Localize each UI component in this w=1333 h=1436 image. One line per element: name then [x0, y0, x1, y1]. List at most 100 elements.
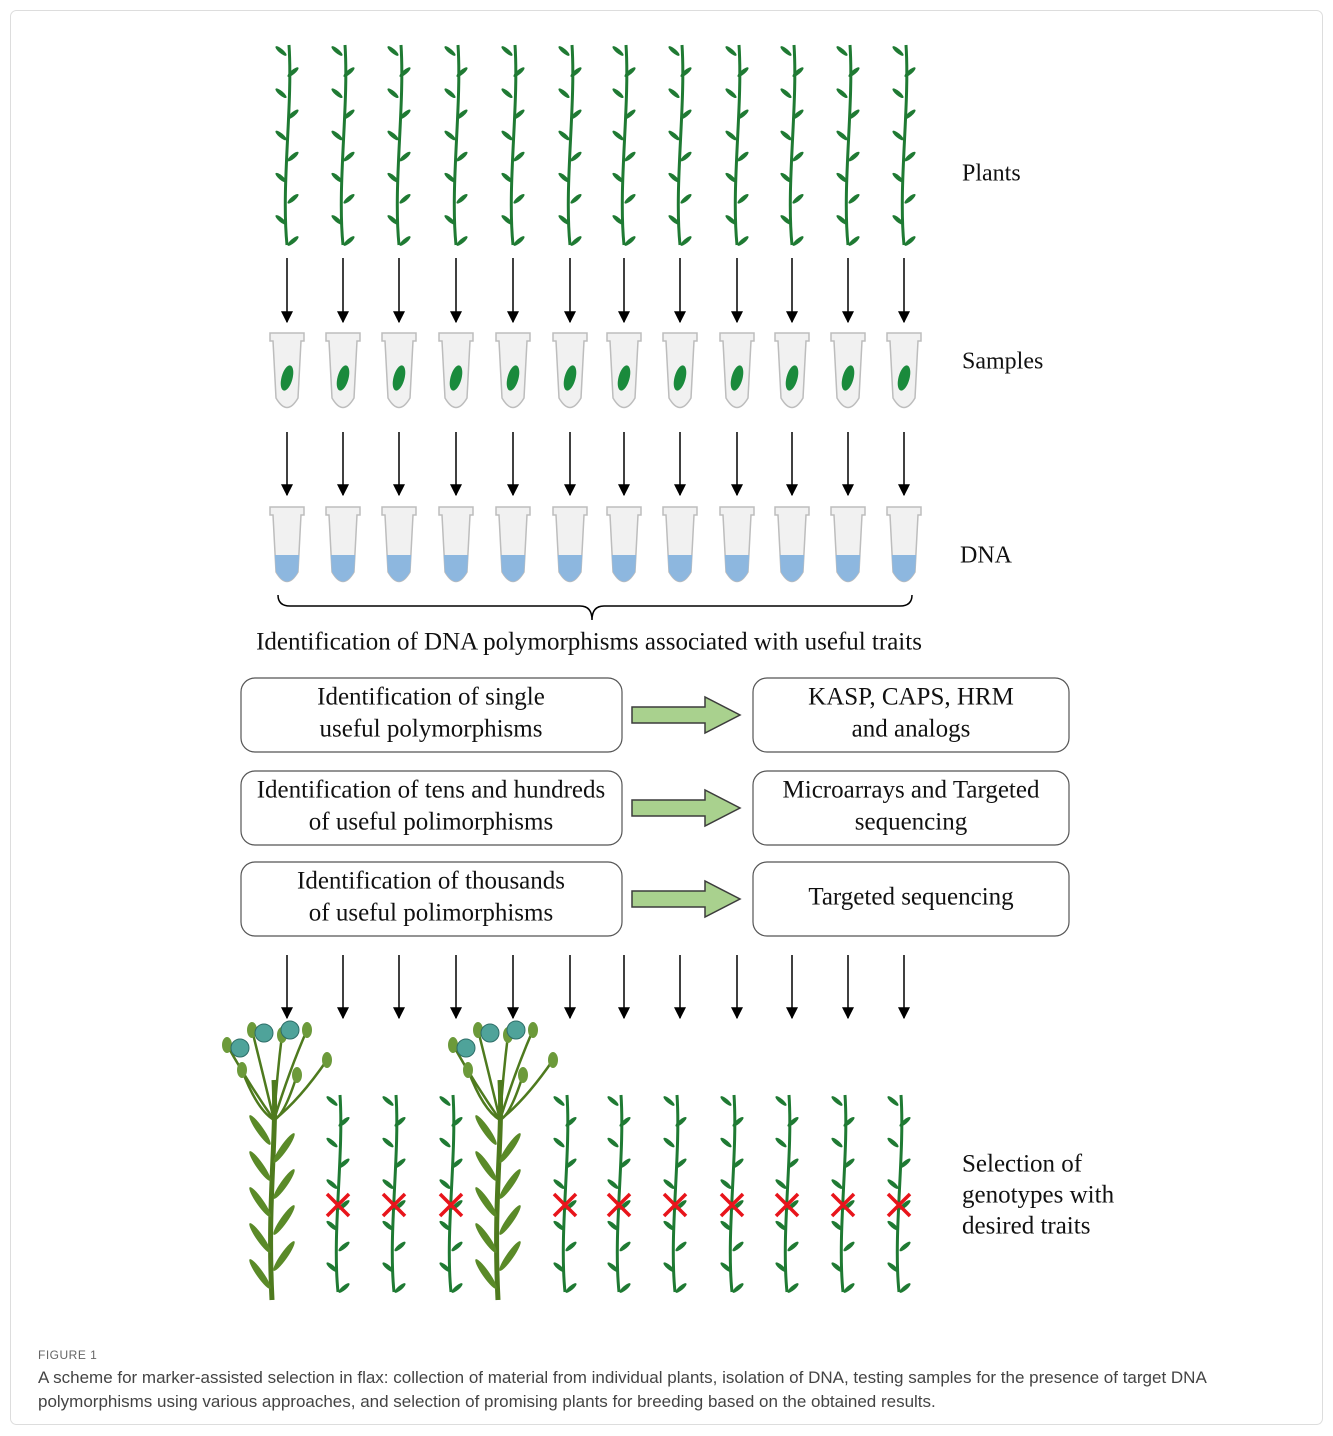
leaf: [557, 45, 571, 57]
bud: [322, 1052, 332, 1068]
caption-label: FIGURE 1: [38, 1348, 1298, 1362]
plant: [891, 45, 917, 247]
leaf: [724, 129, 738, 141]
leaf: [779, 87, 793, 99]
dna-solution: [275, 555, 299, 582]
label-line: of useful polimorphisms: [309, 900, 553, 927]
leaf: [512, 193, 526, 205]
leaf: [386, 129, 400, 141]
leaf: [830, 1095, 844, 1107]
leaf: [611, 45, 625, 57]
flow-arrow: [632, 790, 740, 826]
label-line: genotypes with: [962, 1182, 1115, 1209]
leaf: [786, 1240, 800, 1252]
tube: [496, 333, 530, 408]
leaf: [393, 1282, 407, 1294]
label: Selection ofgenotypes withdesired traits: [962, 1151, 1115, 1240]
leaf: [438, 1178, 452, 1190]
leaf: [455, 193, 469, 205]
leaf: [779, 45, 793, 57]
tube: [382, 507, 416, 582]
dna-solution: [725, 555, 749, 582]
bud: [463, 1062, 473, 1078]
leaf: [886, 1136, 900, 1148]
bud: [518, 1067, 528, 1083]
leaf: [891, 45, 905, 57]
tube: [326, 333, 360, 408]
bud: [448, 1037, 458, 1053]
plant: [274, 45, 300, 247]
leaf: [398, 235, 412, 247]
brace: [278, 595, 912, 620]
plant: [724, 45, 750, 247]
tube: [607, 333, 641, 408]
dna-solution: [558, 555, 582, 582]
leaf: [842, 1282, 856, 1294]
leaf: [381, 1136, 395, 1148]
leaf: [552, 1178, 566, 1190]
tube: [382, 333, 416, 408]
label-line: useful polymorphisms: [320, 716, 543, 743]
leaf: [557, 129, 571, 141]
leaf: [736, 235, 750, 247]
tube: [439, 507, 473, 582]
leaf: [662, 1136, 676, 1148]
bud: [528, 1022, 538, 1038]
plant: [667, 45, 693, 247]
figure: PlantsSamplesDNAIdentification of DNA po…: [0, 0, 1333, 1436]
label-line: KASP, CAPS, HRM: [808, 684, 1014, 711]
flower: [231, 1039, 249, 1057]
branch: [227, 1045, 274, 1120]
plant: [500, 45, 526, 247]
dna-solution: [892, 555, 916, 582]
leaf: [618, 1282, 632, 1294]
leaf: [662, 1178, 676, 1190]
leaf: [791, 235, 805, 247]
leaf: [325, 1095, 339, 1107]
leaf: [662, 1095, 676, 1107]
bud: [302, 1022, 312, 1038]
leaf: [786, 1282, 800, 1294]
leaf: [724, 87, 738, 99]
leaf: [719, 1095, 733, 1107]
tube: [326, 507, 360, 582]
leaf: [835, 129, 849, 141]
tube: [270, 507, 304, 582]
leaf: [386, 45, 400, 57]
plant: [330, 45, 356, 247]
leaf: [667, 45, 681, 57]
flower: [281, 1021, 299, 1039]
leaf: [611, 129, 625, 141]
dna-solution: [612, 555, 636, 582]
leaf: [667, 129, 681, 141]
leaf: [271, 1203, 297, 1237]
tube: [496, 507, 530, 582]
flow-arrow: [632, 881, 740, 917]
leaf: [898, 1240, 912, 1252]
flowering-plant: [222, 1021, 332, 1300]
dna-solution: [668, 555, 692, 582]
heading: Identification of DNA polymorphisms asso…: [256, 629, 922, 656]
bud: [237, 1062, 247, 1078]
leaf: [779, 129, 793, 141]
leaf: [719, 1136, 733, 1148]
dna-solution: [836, 555, 860, 582]
leaf: [552, 1136, 566, 1148]
leaf: [611, 87, 625, 99]
leaf: [886, 1095, 900, 1107]
leaf: [847, 193, 861, 205]
leaf: [381, 1178, 395, 1190]
leaf: [679, 235, 693, 247]
leaf: [569, 193, 583, 205]
plant: [779, 45, 805, 247]
row-label: Samples: [962, 349, 1043, 375]
leaf: [679, 193, 693, 205]
leaf: [274, 87, 288, 99]
flower: [457, 1039, 475, 1057]
leaf: [891, 129, 905, 141]
tube: [720, 507, 754, 582]
leaf: [450, 1282, 464, 1294]
tube: [270, 333, 304, 408]
leaf: [731, 1240, 745, 1252]
leaf: [473, 1149, 499, 1183]
